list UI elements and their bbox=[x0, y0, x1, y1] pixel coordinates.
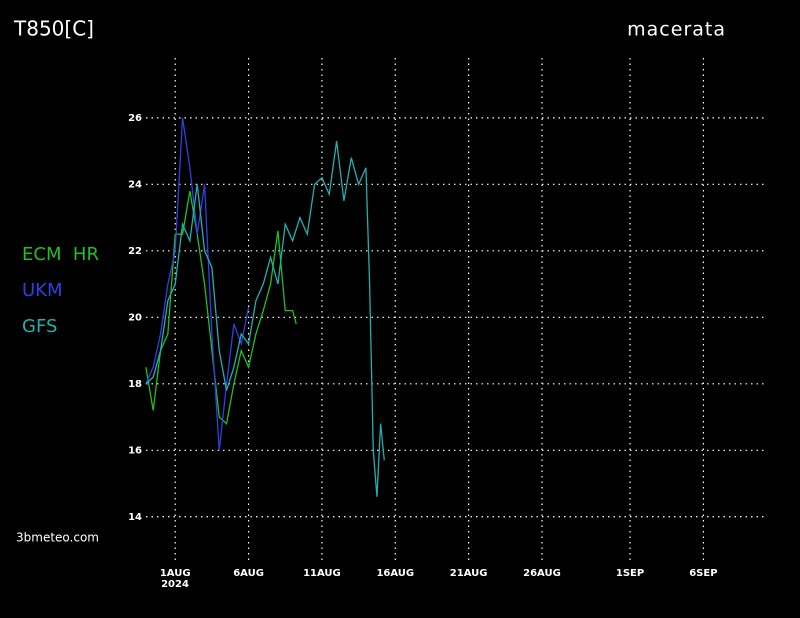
series-line bbox=[145, 117, 250, 451]
chart-subtitle: macerata bbox=[627, 19, 726, 41]
x-tick-label: 6AUG bbox=[233, 568, 264, 579]
x-tick-label: 11AUG bbox=[303, 568, 341, 579]
x-tick-label: 6SEP bbox=[689, 568, 717, 579]
credit: 3bmeteo.com bbox=[16, 531, 99, 545]
x-tick-label: 16AUG bbox=[376, 568, 414, 579]
y-tick-label: 18 bbox=[128, 379, 142, 390]
y-tick-label: 26 bbox=[128, 113, 142, 124]
year-label: 2024 bbox=[161, 579, 189, 590]
y-tick-label: 14 bbox=[128, 512, 142, 523]
y-tick-label: 24 bbox=[128, 179, 142, 190]
legend-label: GFS bbox=[22, 316, 57, 337]
x-tick-label: 26AUG bbox=[523, 568, 561, 579]
x-tick-label: 1AUG bbox=[160, 568, 191, 579]
x-tick-label: 21AUG bbox=[450, 568, 488, 579]
legend-label: ECM HR bbox=[22, 244, 99, 265]
legend-label: UKM bbox=[22, 280, 63, 301]
series-line bbox=[145, 141, 385, 497]
x-tick-label: 1SEP bbox=[616, 568, 644, 579]
y-tick-label: 22 bbox=[128, 246, 142, 257]
chart-title: T850[C] bbox=[13, 17, 94, 41]
y-tick-label: 20 bbox=[128, 312, 142, 323]
y-tick-label: 16 bbox=[128, 445, 142, 456]
